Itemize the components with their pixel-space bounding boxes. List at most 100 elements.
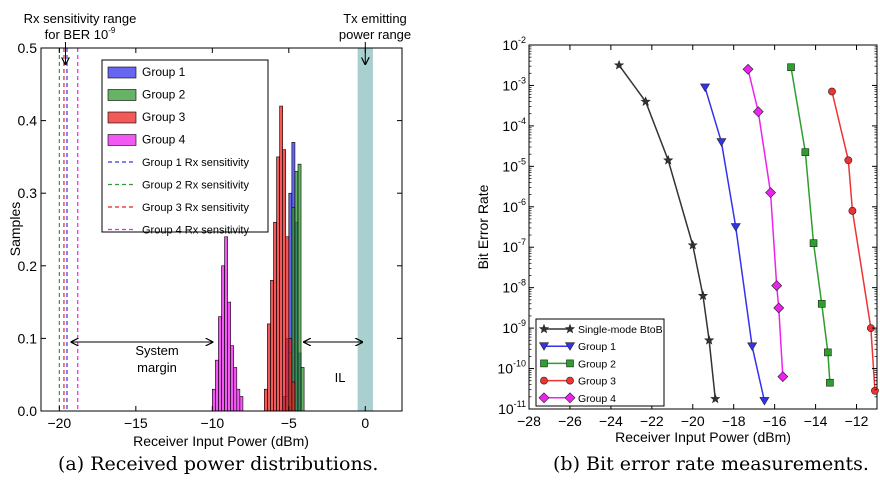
x-tick-label-b: −28 bbox=[517, 413, 541, 429]
series-line-group-4 bbox=[747, 69, 784, 377]
bar-group-3 bbox=[273, 221, 277, 412]
y-tick-label-a: 0.4 bbox=[18, 113, 38, 129]
chart-received-power: Rx sensitivity range for BER 10-9 Tx emi… bbox=[7, 11, 411, 449]
bar-group-3 bbox=[279, 105, 283, 412]
series-line-group-3 bbox=[831, 91, 876, 391]
x-axis-label-b: Receiver Input Power (dBm) bbox=[615, 429, 791, 445]
legend-b-marker-group-2 bbox=[566, 359, 574, 368]
legend-a-label: Group 4 Rx sensitivity bbox=[142, 225, 249, 237]
data-point-single-mode-btob bbox=[710, 393, 721, 404]
bar-group-2 bbox=[300, 367, 305, 412]
y-tick-label-b: 10-4 bbox=[502, 116, 526, 134]
bar-group-4 bbox=[221, 265, 225, 412]
legend-b: Single-mode BtoB Group 1 Group 2 Group 3 Gro… bbox=[535, 318, 665, 407]
system-margin-label-line2: margin bbox=[137, 360, 177, 375]
data-point-single-mode-btob bbox=[687, 239, 698, 250]
bar-group-4 bbox=[224, 236, 228, 412]
plot-frame-a bbox=[40, 47, 403, 412]
legend-a-swatch-group-2 bbox=[107, 89, 137, 101]
legend-a-swatch-group-4 bbox=[107, 134, 137, 146]
legend-a-label: Group 2 bbox=[142, 88, 186, 102]
rx-range-label-line2: for BER 10-9 bbox=[45, 26, 116, 42]
data-point-group-4 bbox=[752, 106, 764, 118]
data-point-single-mode-btob bbox=[704, 334, 715, 345]
bar-group-4 bbox=[227, 301, 231, 412]
bar-group-4 bbox=[230, 345, 235, 412]
legend-b-marker-group-2 bbox=[540, 359, 548, 368]
legend-a-swatch-group-3 bbox=[107, 111, 137, 124]
legend-b-marker-group-4 bbox=[538, 392, 550, 404]
tx-range-label-line2: power range bbox=[339, 27, 411, 42]
data-point-group-3 bbox=[844, 156, 853, 165]
series-line-group-2 bbox=[790, 67, 831, 383]
legend-b-label: Group 1 bbox=[578, 341, 616, 353]
legend-b-label: Single-mode BtoB bbox=[578, 324, 663, 336]
data-point-group-1 bbox=[730, 223, 741, 232]
bar-group-4 bbox=[218, 316, 222, 412]
chart-bit-error-rate: −28 −26 −24 −22 −20 −18 −16 −14 −12 10-1110-1010… bbox=[475, 35, 879, 445]
data-point-group-4 bbox=[773, 302, 785, 314]
x-tick-label-b: −16 bbox=[763, 413, 787, 429]
y-tick-label-b: 10-2 bbox=[502, 35, 526, 53]
legend-b-marker-single-mode-btob bbox=[564, 323, 576, 334]
legend-a-swatch-group-1 bbox=[107, 66, 137, 79]
y-axis-label-a: Samples bbox=[7, 202, 23, 256]
y-tick-label-b: 10-6 bbox=[502, 197, 526, 215]
data-point-single-mode-btob bbox=[640, 96, 651, 106]
x-tick-label-b: −26 bbox=[558, 413, 582, 429]
plot-frame-b bbox=[528, 44, 878, 410]
legend-a-box bbox=[101, 59, 269, 233]
y-tick-label-b: 10-7 bbox=[502, 237, 526, 255]
x-axis-ticks-b: −28 −26 −24 −22 −20 −18 −16 −14 −12 bbox=[517, 45, 869, 429]
bar-group-3 bbox=[288, 338, 293, 412]
data-point-single-mode-btob bbox=[697, 290, 709, 301]
data-point-group-2 bbox=[787, 63, 795, 72]
tx-power-range-band bbox=[357, 48, 373, 411]
rx-range-label-text: for BER 10 bbox=[45, 27, 109, 42]
legend-b-marker-group-4 bbox=[564, 392, 576, 404]
x-tick-label-b: −24 bbox=[599, 413, 623, 429]
bar-group-3 bbox=[291, 381, 296, 412]
x-tick-label-b: −12 bbox=[845, 413, 869, 429]
legend-b-label: Group 4 bbox=[578, 393, 616, 405]
data-point-group-3 bbox=[828, 87, 836, 96]
x-tick-label-a: −15 bbox=[124, 415, 148, 431]
legend-b-marker-group-3 bbox=[540, 376, 548, 385]
data-point-group-1 bbox=[759, 397, 770, 406]
x-tick-label-b: −14 bbox=[804, 413, 828, 429]
y-axis-ticks-b: 10-11 10-10 10-9 10-8 10-7 10-6 10-5 10-4 10-3 10… bbox=[497, 35, 877, 417]
data-point-single-mode-btob bbox=[663, 154, 674, 165]
bar-group-2 bbox=[297, 163, 302, 412]
data-point-group-2 bbox=[801, 148, 810, 156]
series-line-group-1 bbox=[704, 87, 766, 402]
data-point-group-4 bbox=[765, 187, 776, 199]
y-tick-label-a: 0.5 bbox=[18, 40, 38, 56]
y-axis-ticks-a: 0.0 0.1 0.2 0.3 0.4 0.5 bbox=[18, 40, 402, 419]
bar-group-3 bbox=[264, 388, 268, 412]
series-group-1 bbox=[700, 83, 770, 406]
y-tick-label-b: 10-3 bbox=[502, 75, 526, 93]
data-point-group-1 bbox=[747, 342, 758, 351]
data-point-group-4 bbox=[771, 280, 783, 292]
legend-b-marker-group-1 bbox=[538, 342, 550, 351]
ber-series bbox=[613, 59, 879, 406]
annotations: Rx sensitivity range for BER 10-9 Tx emi… bbox=[24, 11, 412, 385]
bar-group-3 bbox=[267, 323, 271, 412]
data-point-group-1 bbox=[700, 83, 711, 93]
legend-b-marker-single-mode-btob bbox=[538, 323, 550, 334]
series-group-4 bbox=[742, 63, 789, 383]
bar-group-2 bbox=[294, 171, 299, 412]
bars-group-3 bbox=[264, 105, 296, 412]
data-point-group-3 bbox=[871, 386, 879, 395]
rx-range-label-sup: -9 bbox=[108, 26, 116, 35]
legend-a-label: Group 1 Rx sensitivity bbox=[142, 157, 249, 169]
y-tick-label-a: 0.2 bbox=[18, 258, 38, 274]
bar-group-3 bbox=[285, 236, 290, 412]
y-tick-label-b: 10-9 bbox=[502, 318, 526, 336]
x-tick-label-a: −10 bbox=[200, 415, 224, 431]
data-point-single-mode-btob bbox=[613, 59, 625, 70]
y-tick-label-b: 10-10 bbox=[497, 359, 526, 377]
legend-a: Group 1 Group 2 Group 3 Group 4 Group 1 Rx s… bbox=[101, 59, 269, 237]
caption-b: (b) Bit error rate measurements. bbox=[553, 453, 869, 475]
